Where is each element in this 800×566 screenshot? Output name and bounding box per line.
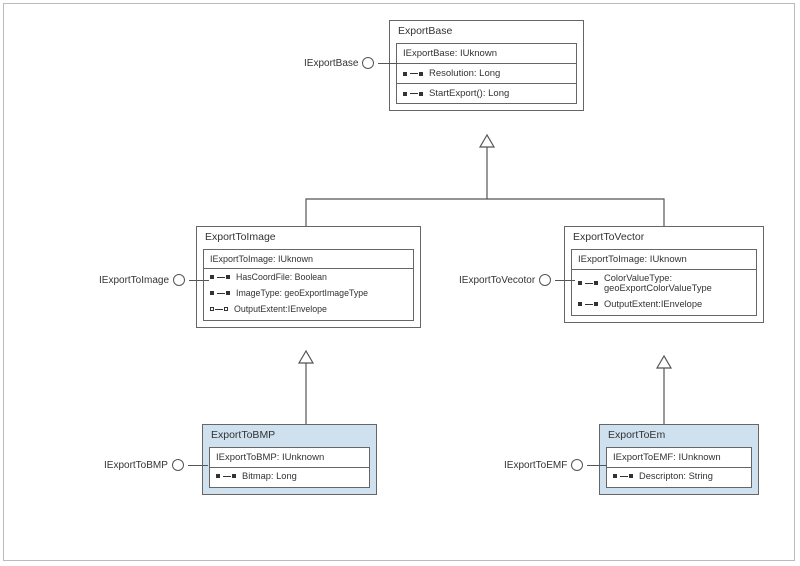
- attr-text: ImageType: geoExportImageType: [236, 288, 368, 298]
- barbell-filled-icon: [210, 291, 230, 295]
- class-interface-line: IExportToImage: IUknown: [572, 250, 756, 270]
- class-interface-line: IExportToEMF: IUnknown: [607, 448, 751, 468]
- class-interface-line: IExportToBMP: IUnknown: [210, 448, 369, 468]
- lollipop-stem: [555, 280, 575, 281]
- class-attr: HasCoordFile: Boolean: [204, 269, 413, 285]
- barbell-filled-icon: [578, 281, 598, 285]
- attr-text: StartExport(): Long: [429, 88, 509, 99]
- interface-label: IExportToVecotor: [459, 275, 535, 286]
- class-exportbase: ExportBase IExportBase: IUknown Resoluti…: [389, 20, 584, 111]
- lollipop-stem: [189, 280, 209, 281]
- interface-label: IExportToImage: [99, 275, 169, 286]
- class-interface-line: IExportToImage: IUknown: [204, 250, 413, 269]
- class-attr: ColorValueType: geoExportColorValueType: [572, 270, 756, 296]
- interface-label: IExportBase: [304, 58, 358, 69]
- interface-lollipop: IExportToImage: [99, 274, 209, 286]
- barbell-filled-icon: [210, 275, 230, 279]
- class-title: ExportToImage: [197, 227, 420, 249]
- barbell-open-icon: [210, 307, 228, 311]
- lollipop-circle-icon: [539, 274, 551, 286]
- class-title: ExportToEm: [600, 425, 758, 447]
- interface-lollipop: IExportToBMP: [104, 459, 208, 471]
- diagram-frame: ExportBase IExportBase: IUknown Resoluti…: [3, 3, 795, 561]
- lollipop-circle-icon: [571, 459, 583, 471]
- class-attr: Resolution: Long: [397, 64, 576, 84]
- barbell-filled-icon: [578, 302, 598, 306]
- attr-text: Descripton: String: [639, 471, 713, 481]
- interface-lollipop: IExportToVecotor: [459, 274, 575, 286]
- lollipop-stem: [587, 465, 607, 466]
- class-attr: ImageType: geoExportImageType: [204, 285, 413, 301]
- attr-text: OutputExtent:IEnvelope: [604, 299, 702, 309]
- barbell-filled-icon: [403, 72, 423, 76]
- interface-lollipop: IExportToEMF: [504, 459, 607, 471]
- attr-text: OutputExtent:IEnvelope: [234, 304, 327, 314]
- class-title: ExportToBMP: [203, 425, 376, 447]
- lollipop-circle-icon: [362, 57, 374, 69]
- class-members: IExportToBMP: IUnknown Bitmap: Long: [209, 447, 370, 488]
- class-members: IExportToImage: IUknown ColorValueType: …: [571, 249, 757, 316]
- class-attr: OutputExtent:IEnvelope: [204, 301, 413, 320]
- attr-text: HasCoordFile: Boolean: [236, 272, 327, 282]
- lollipop-circle-icon: [173, 274, 185, 286]
- attr-text: Bitmap: Long: [242, 471, 297, 481]
- class-members: IExportToEMF: IUnknown Descripton: Strin…: [606, 447, 752, 488]
- class-attr: Descripton: String: [607, 468, 751, 487]
- class-members: IExportBase: IUknown Resolution: Long St…: [396, 43, 577, 104]
- attr-text: Resolution: Long: [429, 68, 500, 79]
- barbell-filled-icon: [403, 92, 423, 96]
- class-attr: Bitmap: Long: [210, 468, 369, 487]
- interface-label: IExportToBMP: [104, 460, 168, 471]
- lollipop-circle-icon: [172, 459, 184, 471]
- barbell-filled-icon: [216, 474, 236, 478]
- attr-text: ColorValueType: geoExportColorValueType: [604, 273, 750, 293]
- class-exporttoem: ExportToEm IExportToEMF: IUnknown Descri…: [599, 424, 759, 495]
- lollipop-stem: [378, 63, 398, 64]
- barbell-filled-icon: [613, 474, 633, 478]
- class-exporttovector: ExportToVector IExportToImage: IUknown C…: [564, 226, 764, 323]
- lollipop-stem: [188, 465, 208, 466]
- class-exporttobmp: ExportToBMP IExportToBMP: IUnknown Bitma…: [202, 424, 377, 495]
- class-interface-line: IExportBase: IUknown: [397, 44, 576, 64]
- class-title: ExportToVector: [565, 227, 763, 249]
- interface-lollipop: IExportBase: [304, 57, 398, 69]
- class-exporttoimage: ExportToImage IExportToImage: IUknown Ha…: [196, 226, 421, 328]
- interface-label: IExportToEMF: [504, 460, 567, 471]
- class-attr: OutputExtent:IEnvelope: [572, 296, 756, 315]
- class-title: ExportBase: [390, 21, 583, 43]
- class-members: IExportToImage: IUknown HasCoordFile: Bo…: [203, 249, 414, 321]
- class-attr: StartExport(): Long: [397, 84, 576, 103]
